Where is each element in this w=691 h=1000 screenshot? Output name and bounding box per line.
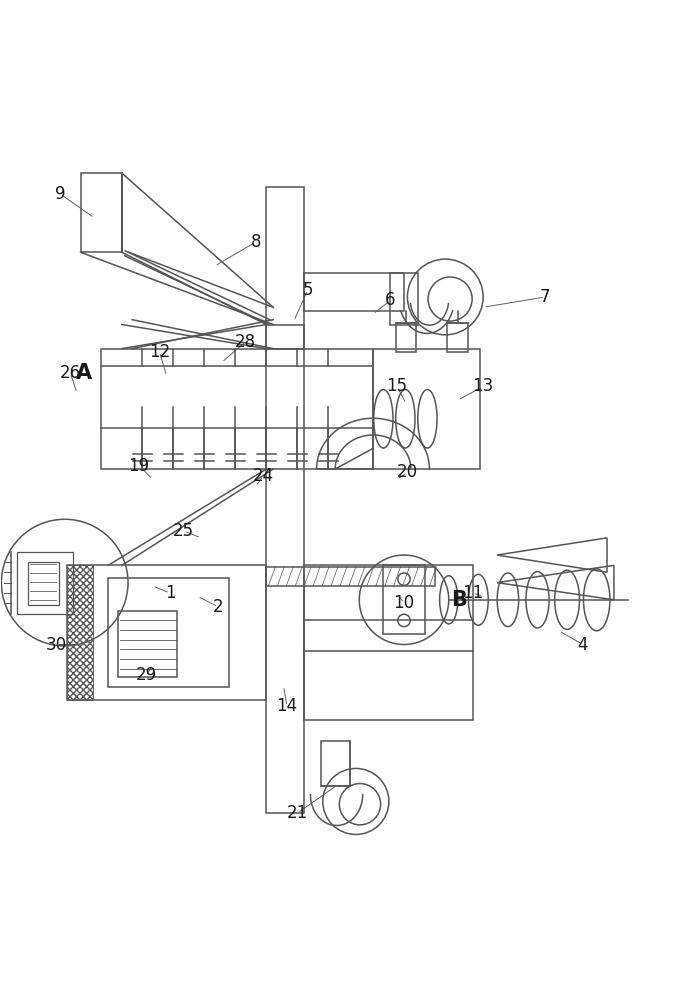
Text: 29: 29: [135, 666, 156, 684]
Text: 15: 15: [386, 377, 408, 395]
Text: 26: 26: [59, 364, 81, 382]
Text: 9: 9: [55, 185, 65, 203]
Text: 5: 5: [303, 281, 313, 299]
Bar: [304, 273, 404, 311]
Text: 19: 19: [129, 457, 149, 475]
Bar: [108, 578, 229, 687]
Text: 25: 25: [173, 522, 194, 540]
Bar: [67, 565, 266, 700]
Text: 10: 10: [393, 594, 415, 612]
Text: B: B: [451, 590, 467, 610]
Bar: [447, 323, 468, 352]
Bar: [266, 567, 435, 586]
Text: 12: 12: [149, 343, 170, 361]
Text: 8: 8: [251, 233, 261, 251]
Text: 20: 20: [397, 463, 418, 481]
Bar: [101, 349, 373, 469]
Bar: [28, 562, 59, 605]
Text: 14: 14: [276, 697, 298, 715]
Bar: [81, 173, 122, 252]
Text: A: A: [76, 363, 92, 383]
Text: 11: 11: [462, 584, 484, 602]
Bar: [373, 349, 480, 469]
Bar: [118, 611, 177, 677]
Text: 28: 28: [235, 333, 256, 351]
Text: 21: 21: [287, 804, 308, 822]
Bar: [304, 565, 473, 720]
Bar: [390, 273, 418, 325]
Bar: [17, 552, 73, 614]
Bar: [396, 323, 417, 352]
Text: 13: 13: [473, 377, 494, 395]
Text: 24: 24: [252, 467, 274, 485]
Text: 2: 2: [213, 598, 223, 616]
Bar: [266, 187, 304, 349]
Bar: [321, 741, 350, 786]
Text: 6: 6: [385, 291, 395, 309]
Text: 4: 4: [578, 636, 588, 654]
Text: 30: 30: [46, 636, 67, 654]
Text: 7: 7: [540, 288, 550, 306]
Bar: [266, 325, 304, 813]
Bar: [67, 565, 93, 700]
Text: 1: 1: [164, 584, 176, 602]
Bar: [384, 565, 425, 634]
